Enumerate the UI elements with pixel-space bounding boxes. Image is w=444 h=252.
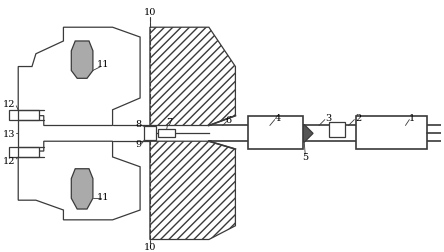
- Bar: [329, 122, 345, 138]
- Text: 11: 11: [96, 192, 109, 201]
- Polygon shape: [71, 169, 93, 209]
- Bar: [356, 116, 427, 149]
- Text: 5: 5: [302, 153, 308, 162]
- Text: 2: 2: [355, 114, 361, 123]
- Text: 3: 3: [325, 114, 332, 123]
- Bar: [248, 116, 303, 149]
- Bar: [9, 110, 39, 120]
- Text: 12: 12: [3, 157, 16, 166]
- Text: 13: 13: [3, 129, 16, 138]
- Polygon shape: [18, 142, 140, 220]
- Bar: [158, 130, 175, 138]
- Text: 4: 4: [274, 114, 281, 123]
- Polygon shape: [18, 28, 140, 126]
- Polygon shape: [295, 125, 313, 143]
- Text: 1: 1: [409, 114, 416, 123]
- Text: 8: 8: [135, 119, 141, 129]
- Polygon shape: [71, 42, 93, 79]
- Polygon shape: [150, 28, 235, 126]
- Text: 7: 7: [166, 118, 173, 127]
- Text: 6: 6: [226, 116, 232, 124]
- Polygon shape: [150, 142, 235, 240]
- Text: 12: 12: [3, 100, 16, 109]
- Text: 10: 10: [144, 242, 156, 251]
- Text: 9: 9: [135, 139, 141, 148]
- Bar: [144, 127, 156, 141]
- Text: 11: 11: [96, 60, 109, 69]
- Bar: [9, 147, 39, 157]
- Text: 10: 10: [144, 8, 156, 17]
